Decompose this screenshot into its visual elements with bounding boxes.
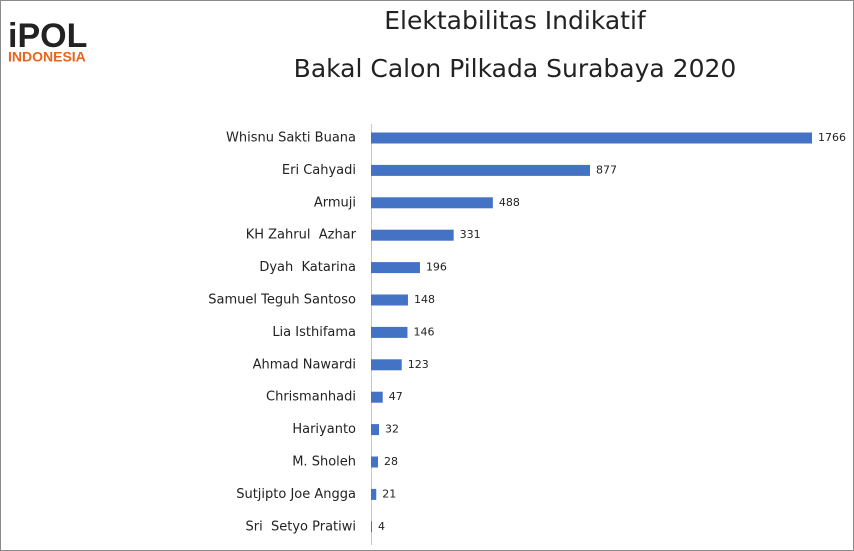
bar [371,456,378,468]
value-label: 1766 [818,131,846,144]
y-tick-label: Ahmad Nawardi [253,357,356,372]
value-label: 47 [389,390,403,403]
logo-text: iPOL [8,17,87,55]
bar [371,521,372,533]
y-tick-label: Lia Isthifama [272,325,356,340]
value-label: 4 [378,520,385,533]
y-tick-label: Sutjipto Joe Angga [236,487,356,502]
y-tick-label: Armuji [314,195,356,210]
bar [371,132,812,144]
bar [371,294,408,306]
bar [371,229,454,241]
value-label: 488 [499,196,520,209]
value-label: 28 [384,455,398,468]
value-label: 196 [426,261,447,274]
value-label: 148 [414,293,435,306]
chart-title: Elektabilitas Indikatif [384,6,647,35]
bar [371,262,420,274]
value-label: 146 [413,325,434,338]
y-tick-label: Samuel Teguh Santoso [208,293,356,308]
bar [371,197,493,209]
value-label: 877 [596,163,617,176]
y-tick-label: KH Zahrul Azhar [246,228,357,243]
value-label: 32 [385,423,399,436]
bar [371,424,379,436]
bar [371,391,383,403]
y-tick-label: Dyah Katarina [259,260,356,275]
logo-subtext: INDONESIA [8,49,86,65]
bar [371,164,591,176]
y-tick-label: M. Sholeh [292,455,356,470]
y-tick-label: Eri Cahyadi [282,163,356,178]
y-tick-label: Hariyanto [292,422,356,437]
value-label: 21 [382,487,396,500]
bar [371,488,377,500]
y-tick-label: Whisnu Sakti Buana [226,131,356,146]
bar [371,326,408,338]
y-tick-label: Chrismanhadi [266,390,356,405]
value-label: 123 [408,358,429,371]
chart-subtitle: Bakal Calon Pilkada Surabaya 2020 [294,54,737,83]
bar [371,359,402,371]
y-tick-label: Sri Setyo Pratiwi [246,519,356,534]
value-label: 331 [460,228,481,241]
